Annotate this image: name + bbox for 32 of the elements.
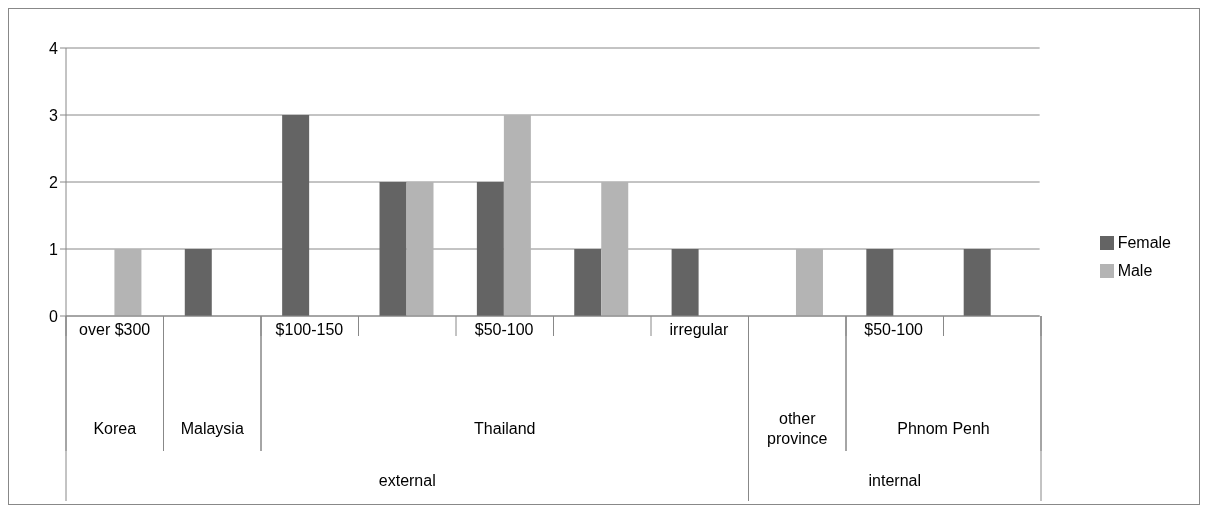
bar	[503, 115, 531, 316]
legend-label: Female	[1117, 233, 1171, 251]
text: other province	[767, 410, 828, 447]
x-tick-label: irregular	[669, 321, 729, 339]
text: Korea	[93, 420, 137, 437]
y-tick-label: 0	[49, 307, 59, 325]
text: Malaysia	[180, 420, 244, 437]
legend-label: Male	[1117, 261, 1153, 279]
bar	[671, 249, 699, 316]
bar	[114, 249, 142, 316]
bar	[476, 182, 504, 316]
x-tick-label: $100-150	[275, 321, 344, 339]
text: internal	[868, 472, 921, 489]
bar	[795, 249, 823, 316]
y-tick-label: 1	[49, 240, 59, 258]
text: Phnom Penh	[897, 420, 990, 437]
bar	[866, 249, 894, 316]
bar	[963, 249, 991, 316]
bar	[406, 182, 434, 316]
text: Thailand	[474, 420, 536, 437]
bar	[379, 182, 407, 316]
y-tick-label: 2	[49, 173, 59, 191]
bar	[574, 249, 602, 316]
x-tick-label: $50-100	[864, 321, 924, 339]
text: external	[378, 472, 436, 489]
y-tick-label: 3	[49, 106, 59, 124]
x-tick-label: $50-100	[474, 321, 534, 339]
x-tick-label: over $300	[79, 321, 151, 339]
bar	[184, 249, 212, 316]
bar	[601, 182, 629, 316]
bar	[282, 115, 310, 316]
y-tick-label: 4	[49, 39, 59, 57]
